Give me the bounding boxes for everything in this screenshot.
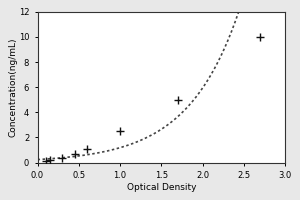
X-axis label: Optical Density: Optical Density [127, 183, 196, 192]
Y-axis label: Concentration(ng/mL): Concentration(ng/mL) [8, 37, 17, 137]
